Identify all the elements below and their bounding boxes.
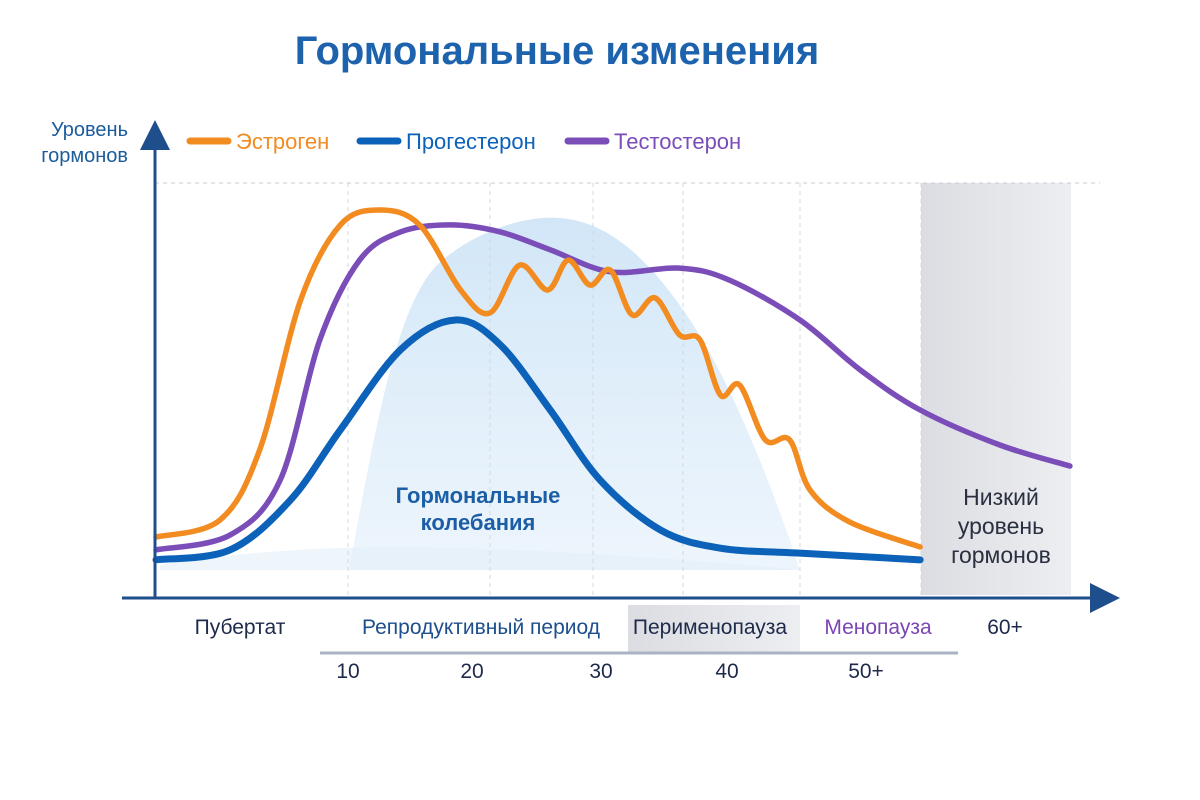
legend-testosterone: Тестостерон	[614, 129, 741, 154]
fluctuation-base	[160, 547, 800, 570]
grid	[347, 183, 922, 598]
annotation-low-2: уровень	[958, 513, 1044, 539]
progesterone-line	[152, 316, 924, 564]
annotation-low-3: гормонов	[951, 542, 1051, 568]
phase-puberty: Пубертат	[195, 616, 286, 639]
estrogen-line	[153, 207, 923, 550]
phase-60plus: 60+	[987, 616, 1023, 639]
legend-progesterone: Прогестерон	[406, 129, 536, 154]
annotation-fluctuations-1: Гормональные	[396, 483, 561, 508]
legend-estrogen: Эстроген	[236, 129, 329, 154]
x-tick-30: 30	[589, 660, 612, 683]
legend: Эстроген Прогестерон Тестостерон	[186, 129, 741, 154]
x-tick-40: 40	[715, 660, 738, 683]
y-axis-label-line2: гормонов	[41, 145, 128, 167]
x-tick-20: 20	[460, 660, 483, 683]
x-tick-50plus: 50+	[848, 660, 884, 683]
y-axis-label-line1: Уровень	[51, 119, 128, 141]
phase-menopause: Менопауза	[824, 616, 932, 639]
low-level-zone	[921, 183, 1071, 595]
chart-title: Гормональные изменения	[295, 29, 819, 73]
perimenopause-zone	[628, 605, 800, 653]
x-tick-10: 10	[336, 660, 359, 683]
fluctuation-area	[350, 217, 800, 570]
annotation-low-1: Низкий	[963, 484, 1039, 510]
phase-perimenopause: Перименопауза	[633, 616, 788, 639]
annotation-fluctuations-2: колебания	[421, 510, 536, 535]
testosterone-line	[153, 222, 1073, 553]
phase-reproductive: Репродуктивный период	[362, 616, 600, 639]
